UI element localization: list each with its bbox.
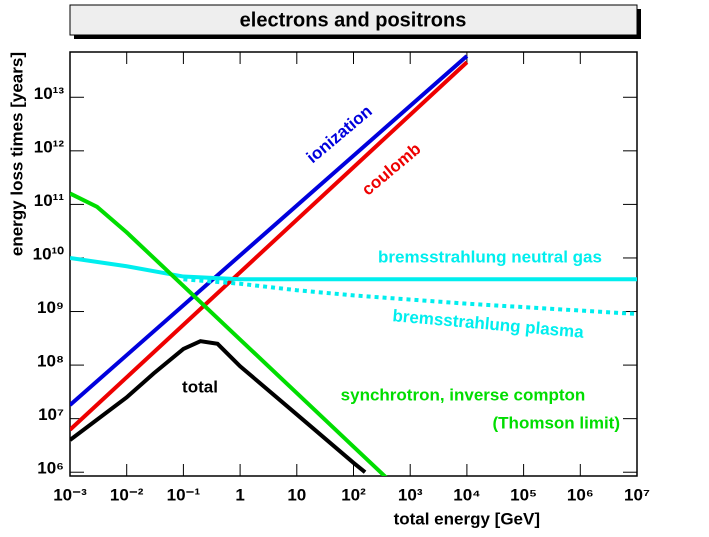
x-tick-label: 10⁴ [453,485,480,504]
series-line [70,255,637,282]
x-tick-label: 10⁵ [510,485,537,504]
y-tick-label: 10⁸ [37,352,64,371]
plot-lines [70,54,637,476]
y-tick-label: 10¹⁰ [33,244,65,263]
x-tick-label: 10 [287,485,306,504]
series-label: coulomb [358,139,424,199]
series-line [70,60,469,432]
x-tick-label: 10⁻³ [53,485,87,504]
series-label: synchrotron, inverse compton [341,385,586,404]
series-line [70,54,469,407]
x-tick-label: 10⁷ [624,485,650,504]
series-line [70,191,388,476]
series-label: bremsstrahlung neutral gas [378,247,602,266]
chart-title: electrons and positrons [240,9,467,31]
series-label: bremsstrahlung plasma [392,306,585,342]
title-box [69,4,638,36]
y-tick-label: 10⁹ [37,298,64,317]
x-tick-label: 10³ [398,485,423,504]
x-axis-title: total energy [GeV] [394,509,540,528]
series-label: total [182,377,218,396]
y-tick-label: 10⁷ [38,405,64,424]
series-line [70,339,367,474]
x-tick-label: 10⁻¹ [167,485,201,504]
y-tick-label: 10¹² [34,137,65,156]
series-line [183,277,637,316]
y-axis-title: energy loss times [years] [7,52,26,256]
x-tick-label: 1 [235,485,244,504]
x-tick-label: 10⁻² [110,485,144,504]
y-tick-label: 10¹³ [34,84,65,103]
x-tick-label: 10⁶ [567,485,594,504]
y-tick-label: 10¹¹ [34,191,65,210]
annotation: (Thomson limit) [493,413,620,432]
x-tick-label: 10² [341,485,366,504]
y-tick-label: 10⁶ [37,459,64,478]
